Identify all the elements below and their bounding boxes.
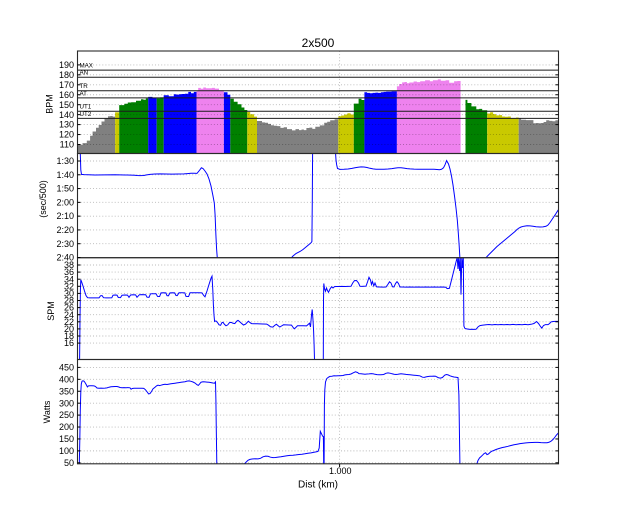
svg-text:26: 26 <box>64 303 74 313</box>
svg-text:1.000: 1.000 <box>329 466 352 476</box>
svg-text:Watts: Watts <box>42 400 52 423</box>
svg-text:350: 350 <box>59 386 74 396</box>
svg-text:2:20: 2:20 <box>56 225 74 235</box>
svg-text:TR: TR <box>80 83 89 90</box>
svg-text:190: 190 <box>59 60 74 70</box>
svg-text:30: 30 <box>64 289 74 299</box>
svg-text:18: 18 <box>64 331 74 341</box>
svg-text:400: 400 <box>59 374 74 384</box>
svg-text:2:10: 2:10 <box>56 211 74 221</box>
svg-text:UT1: UT1 <box>80 104 92 111</box>
svg-text:36: 36 <box>64 267 74 277</box>
svg-text:2:30: 2:30 <box>56 239 74 249</box>
svg-text:450: 450 <box>59 363 74 373</box>
svg-text:170: 170 <box>59 80 74 90</box>
svg-text:16: 16 <box>64 338 74 348</box>
svg-text:50: 50 <box>64 458 74 468</box>
svg-text:28: 28 <box>64 296 74 306</box>
svg-text:140: 140 <box>59 110 74 120</box>
svg-text:34: 34 <box>64 274 74 284</box>
svg-text:1:40: 1:40 <box>56 170 74 180</box>
svg-text:250: 250 <box>59 410 74 420</box>
svg-text:2:40: 2:40 <box>56 253 74 263</box>
svg-text:24: 24 <box>64 310 74 320</box>
svg-text:UT2: UT2 <box>80 111 92 118</box>
svg-text:200: 200 <box>59 422 74 432</box>
svg-text:100: 100 <box>59 446 74 456</box>
svg-text:1:50: 1:50 <box>56 184 74 194</box>
svg-text:300: 300 <box>59 398 74 408</box>
svg-text:120: 120 <box>59 130 74 140</box>
svg-text:150: 150 <box>59 100 74 110</box>
svg-text:32: 32 <box>64 281 74 291</box>
svg-text:Dist (km): Dist (km) <box>298 480 338 491</box>
svg-text:160: 160 <box>59 90 74 100</box>
svg-text:150: 150 <box>59 434 74 444</box>
svg-text:SPM: SPM <box>46 301 56 321</box>
svg-text:2:00: 2:00 <box>56 197 74 207</box>
svg-text:(sec/500): (sec/500) <box>38 180 48 218</box>
svg-text:22: 22 <box>64 317 74 327</box>
svg-text:BPM: BPM <box>45 94 55 114</box>
svg-text:38: 38 <box>64 260 74 270</box>
svg-text:180: 180 <box>59 70 74 80</box>
svg-text:AN: AN <box>80 70 89 77</box>
svg-text:AT: AT <box>80 90 88 97</box>
svg-text:110: 110 <box>60 140 74 150</box>
svg-text:20: 20 <box>64 324 74 334</box>
svg-text:MAX: MAX <box>80 63 93 70</box>
svg-text:1:30: 1:30 <box>56 156 74 166</box>
svg-text:2x500: 2x500 <box>302 36 335 50</box>
svg-text:130: 130 <box>59 120 74 130</box>
